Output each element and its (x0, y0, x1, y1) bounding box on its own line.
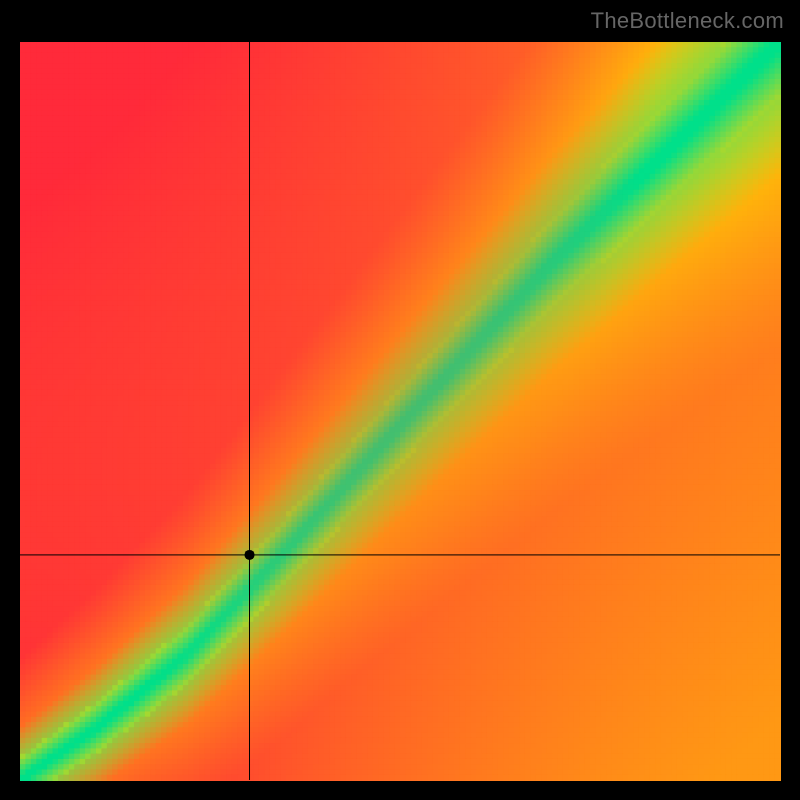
chart-container: TheBottleneck.com (0, 0, 800, 800)
bottleneck-heatmap (0, 0, 800, 800)
attribution-text: TheBottleneck.com (591, 8, 784, 34)
